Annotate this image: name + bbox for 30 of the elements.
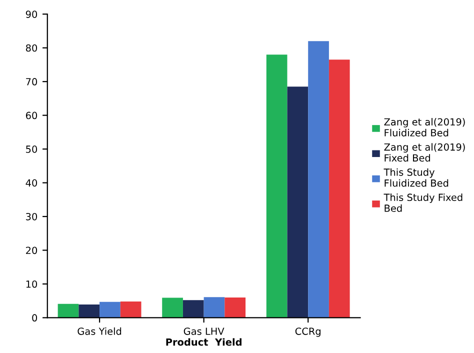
legend-label: Zang et al(2019) Fluidized Bed [384,118,465,136]
legend-label: This Study Fluidized Bed [384,168,448,187]
y-tick-label: 90 [26,10,38,18]
y-tick-label: 60 [26,112,38,120]
legend-label: This Study Fixed Bed [384,194,462,212]
y-tick-label: 50 [26,146,38,153]
bar [204,297,225,318]
bar [224,297,246,318]
bar [162,298,183,318]
bar [100,302,120,318]
x-axis-title: Product Yield [166,338,242,346]
legend-label: Zang et al(2019) Fixed Bed [384,143,465,162]
bar [266,54,288,318]
y-tick-label: 20 [26,246,38,254]
y-tick-label: 0 [32,314,38,322]
bar [120,302,142,318]
bar [58,304,79,318]
y-tick-label: 80 [26,44,38,52]
bar [328,60,350,318]
y-tick-label: 30 [26,212,38,220]
bar [308,41,329,318]
y-tick-label: 40 [26,179,38,187]
bar [78,304,100,318]
x-tick-label: Gas Yield [78,327,122,335]
y-tick-label: 70 [26,78,38,86]
bar [182,300,204,318]
x-tick-label: Gas LHV [184,328,224,335]
x-tick-label: CCRg [295,328,320,337]
bar [287,86,308,318]
y-tick-label: 10 [26,280,38,288]
